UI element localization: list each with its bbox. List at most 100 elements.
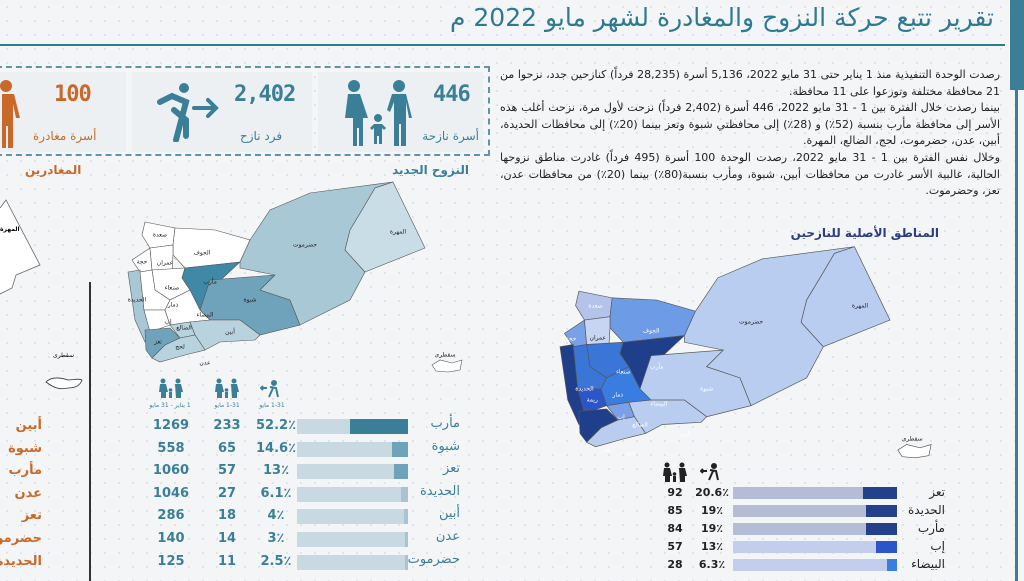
percent-value: 19٪ <box>700 504 724 517</box>
person-running-icon <box>700 463 719 481</box>
province-name: أبين <box>438 506 460 522</box>
percent-value: 13٪ <box>262 463 290 479</box>
stat-label: أسرة نازحة <box>422 129 479 143</box>
map-region-mahra <box>344 181 426 273</box>
percent-bar-fill <box>391 441 408 457</box>
map-label: الحديدة <box>575 385 594 393</box>
map-label: مأرب <box>203 278 217 286</box>
map-label: حضرموت <box>739 318 764 326</box>
percent-bar <box>733 505 897 517</box>
map-label: سقطرى <box>901 435 923 443</box>
map-svg <box>127 181 463 373</box>
map-label: لحج <box>626 449 636 457</box>
map-label: حجة <box>565 335 577 343</box>
map-region-hajja <box>563 319 588 348</box>
leaving-province: حضرموت <box>0 531 42 546</box>
may-value: 65 <box>217 440 237 456</box>
total-value: 1060 <box>152 463 190 479</box>
map-region-lahj <box>586 416 647 448</box>
percent-bar-fill <box>875 541 897 553</box>
map-label: سقطرى <box>434 351 456 359</box>
percent-value: 4٪ <box>267 508 285 524</box>
map-label: أبين <box>225 328 235 336</box>
map-label: لحج <box>175 343 185 351</box>
person-running-icon <box>260 380 279 398</box>
province-name: عدن <box>435 529 460 544</box>
total-value: 1269 <box>152 418 190 433</box>
count-value: 92 <box>667 486 683 499</box>
column-header: 1 يناير - 31 مايو <box>149 402 191 409</box>
map-label: حجة <box>136 258 148 266</box>
percent-bar-fill <box>886 559 897 571</box>
may-value: 11 <box>217 553 237 569</box>
total-value: 140 <box>157 531 185 546</box>
percent-value: 6.1٪ <box>260 485 292 501</box>
map-label: إب <box>617 413 625 421</box>
summary-paragraph: رصدت الوحدة التنفيذية منذ 1 يناير حتى 31… <box>500 68 1001 98</box>
map-svg <box>559 246 932 459</box>
percent-bar <box>733 487 897 499</box>
total-value: 125 <box>157 553 185 569</box>
section-title-origin: المناطق الأصلية للنازحين <box>790 226 939 240</box>
map-region-socotra <box>897 444 932 459</box>
stat-card-leaving-families: 100 أسرة مغادرة <box>0 72 126 152</box>
summary-paragraph: بينما رصدت خلال الفترة بين 1 - 31 مايو 2… <box>500 101 1001 148</box>
count-value: 85 <box>667 504 683 517</box>
stat-value: 2,402 <box>234 82 296 107</box>
percent-bar <box>297 464 408 480</box>
stat-card-displaced-individuals: 2,402 فرد نازح <box>132 72 312 152</box>
family-icon <box>663 462 687 482</box>
map-label: صنعاء <box>164 284 180 292</box>
map-region-mahra <box>0 199 41 295</box>
percent-value: 19٪ <box>700 522 724 535</box>
may-value: 14 <box>217 531 237 546</box>
percent-value: 20.6٪ <box>695 486 729 499</box>
leaving-province: شبوة <box>8 440 42 456</box>
map-leaving <box>0 199 83 390</box>
map-label: صعدة <box>588 302 603 310</box>
percent-value: 13٪ <box>700 540 724 553</box>
map-label: المهرة <box>851 302 869 310</box>
map-label: شبوة <box>243 296 257 304</box>
map-label: صعدة <box>152 231 168 239</box>
column-divider <box>89 282 91 581</box>
column-header: 1-31 مايو <box>259 402 285 409</box>
side-accent-line <box>1015 90 1018 581</box>
may-value: 57 <box>217 463 237 479</box>
province-name: تعز <box>442 461 460 477</box>
percent-bar <box>297 532 408 547</box>
stat-card-displaced-families: 446 أسرة نازحة <box>318 72 483 152</box>
map-label: البيضاء <box>650 400 668 408</box>
leaving-province: الحديدة <box>0 553 42 569</box>
map-origin: صعدة الجوف حجة عمران مأرب صنعاء الحديدة ذمار ريم… <box>540 222 940 467</box>
province-name: الحديدة <box>419 483 460 499</box>
province-name: حضرموت <box>407 551 460 567</box>
province-name: مأرب <box>917 521 945 535</box>
leaving-province: مأرب <box>8 463 42 479</box>
province-name: البيضاء <box>911 557 945 571</box>
section-title-new-displacement: النزوح الجديد <box>392 163 469 177</box>
percent-bar-fill <box>403 509 408 525</box>
stats-panel: 446 أسرة نازحة 2,402 فرد نازح 100 أسرة م… <box>0 66 490 156</box>
map-region-socotra <box>431 359 463 373</box>
person-running-icon <box>157 83 219 142</box>
map-new-displacement: صعدة الجوف عمران حجة مأرب صنعاء الحديدة ذمار شبو… <box>110 160 470 380</box>
side-accent-bar <box>1010 0 1024 90</box>
map-region-socotra <box>45 377 83 390</box>
map-label: البيضاء <box>196 311 214 319</box>
map-label: حضرموت <box>292 241 318 249</box>
map-label: سقطرى <box>53 352 74 359</box>
percent-bar <box>733 523 897 535</box>
percent-bar <box>297 554 408 570</box>
percent-bar-fill <box>393 464 408 480</box>
percent-bar <box>733 559 897 571</box>
map-label: الضالع <box>176 324 192 332</box>
summary-paragraph: وخلال نفس الفترة بين 1 - 31 مايو 2022، ر… <box>500 150 1001 198</box>
map-label: إب <box>164 318 172 326</box>
province-name: تعز <box>929 485 945 499</box>
count-value: 57 <box>667 540 683 553</box>
percent-bar-fill <box>863 487 897 499</box>
total-value: 286 <box>157 508 185 524</box>
page-title: تقرير تتبع حركة النزوح والمغادرة لشهر ما… <box>449 3 994 32</box>
leaving-province: عدن <box>14 485 43 501</box>
